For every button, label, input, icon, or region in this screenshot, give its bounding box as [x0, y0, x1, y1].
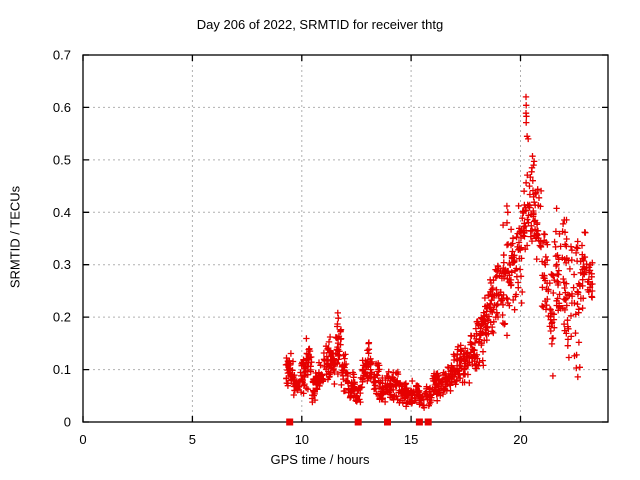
- x-axis-label: GPS time / hours: [270, 452, 370, 467]
- y-tick-label: 0.7: [53, 48, 71, 63]
- x-tick-label: 15: [404, 432, 418, 447]
- y-tick-label: 0.1: [53, 362, 71, 377]
- x-tick-label: 10: [295, 432, 309, 447]
- chart-title: Day 206 of 2022, SRMTID for receiver tht…: [196, 17, 444, 32]
- x-tick-label: 5: [189, 432, 196, 447]
- x-tick-label: 0: [79, 432, 86, 447]
- axis-ticks: [82, 54, 608, 423]
- y-tick-label: 0.4: [53, 205, 71, 220]
- y-tick-label: 0.3: [53, 257, 71, 272]
- x-tick-label: 20: [513, 432, 527, 447]
- y-tick-label: 0: [64, 415, 71, 430]
- zero-markers: [286, 418, 432, 426]
- y-tick-label: 0.6: [53, 100, 71, 115]
- plot-border: [82, 54, 609, 423]
- y-tick-label: 0.5: [53, 152, 71, 167]
- y-tick-label: 0.2: [53, 310, 71, 325]
- scatter-points: [282, 93, 596, 411]
